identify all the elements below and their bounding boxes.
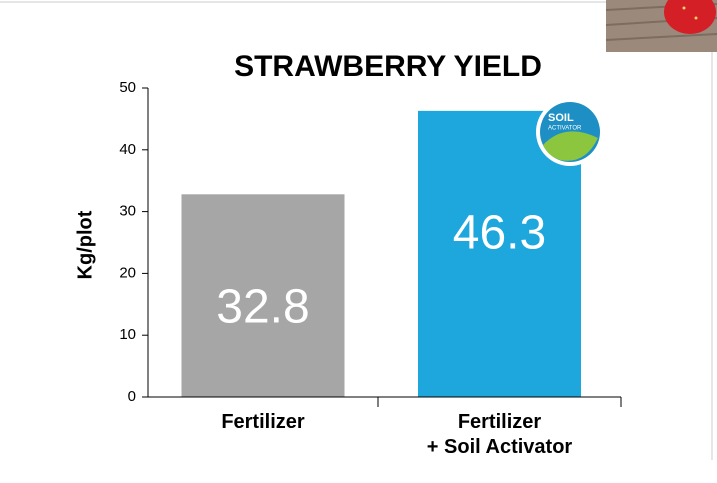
x-tick-label: Fertilizer + Soil Activator <box>380 410 620 460</box>
y-tick-label: 10 <box>119 326 136 343</box>
logo: SOIL ACTIVATOR <box>536 98 604 166</box>
value-label: 46.3 <box>453 207 546 260</box>
y-axis-label: Kg/plot <box>74 210 96 279</box>
y-tick-label: 40 <box>119 141 136 158</box>
photo <box>606 0 717 52</box>
value-label: 32.8 <box>216 280 309 333</box>
y-tick-label: 0 <box>128 388 136 405</box>
y-tick-label: 50 <box>119 79 136 96</box>
y-tick-label: 20 <box>119 264 136 281</box>
logo-text: SOIL <box>548 112 574 124</box>
logo-text: ACTIVATOR <box>548 126 582 132</box>
x-tick-label: Fertilizer <box>143 410 383 435</box>
page: STRAWBERRY YIELD Kg/plot 32.8 46.3 SOIL A… <box>0 0 717 483</box>
y-tick-label: 30 <box>119 203 136 220</box>
chart-title: STRAWBERRY YIELD <box>234 50 542 83</box>
